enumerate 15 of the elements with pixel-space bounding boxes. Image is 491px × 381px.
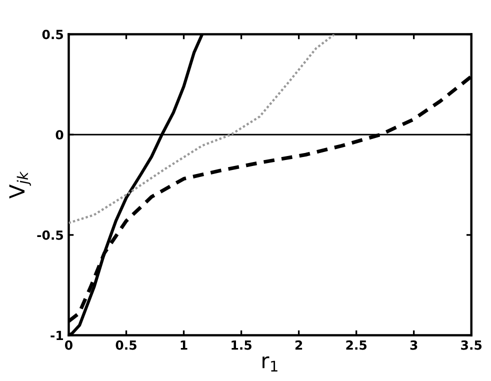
y-tick-label: -1 xyxy=(50,330,64,340)
x-tick-label: 1 xyxy=(180,340,188,350)
x-tick-label: 3.5 xyxy=(461,340,482,350)
x-tick-label: 0.5 xyxy=(116,340,136,350)
x-tick-label: 3 xyxy=(410,340,418,350)
y-tick-label: -0.5 xyxy=(37,230,64,240)
line-series xyxy=(68,34,336,224)
y-tick-label: 0.5 xyxy=(42,30,64,40)
y-axis-title: V$_{jk}$ xyxy=(9,171,31,198)
x-axis-title: r$_{1}$ xyxy=(262,356,278,372)
x-tick-label: 1.5 xyxy=(232,340,252,350)
x-tick-label: 0 xyxy=(64,340,72,350)
y-tick-label: 0 xyxy=(56,130,64,140)
x-tick-label: 2.5 xyxy=(346,340,367,350)
x-tick-label: 2 xyxy=(295,340,302,350)
